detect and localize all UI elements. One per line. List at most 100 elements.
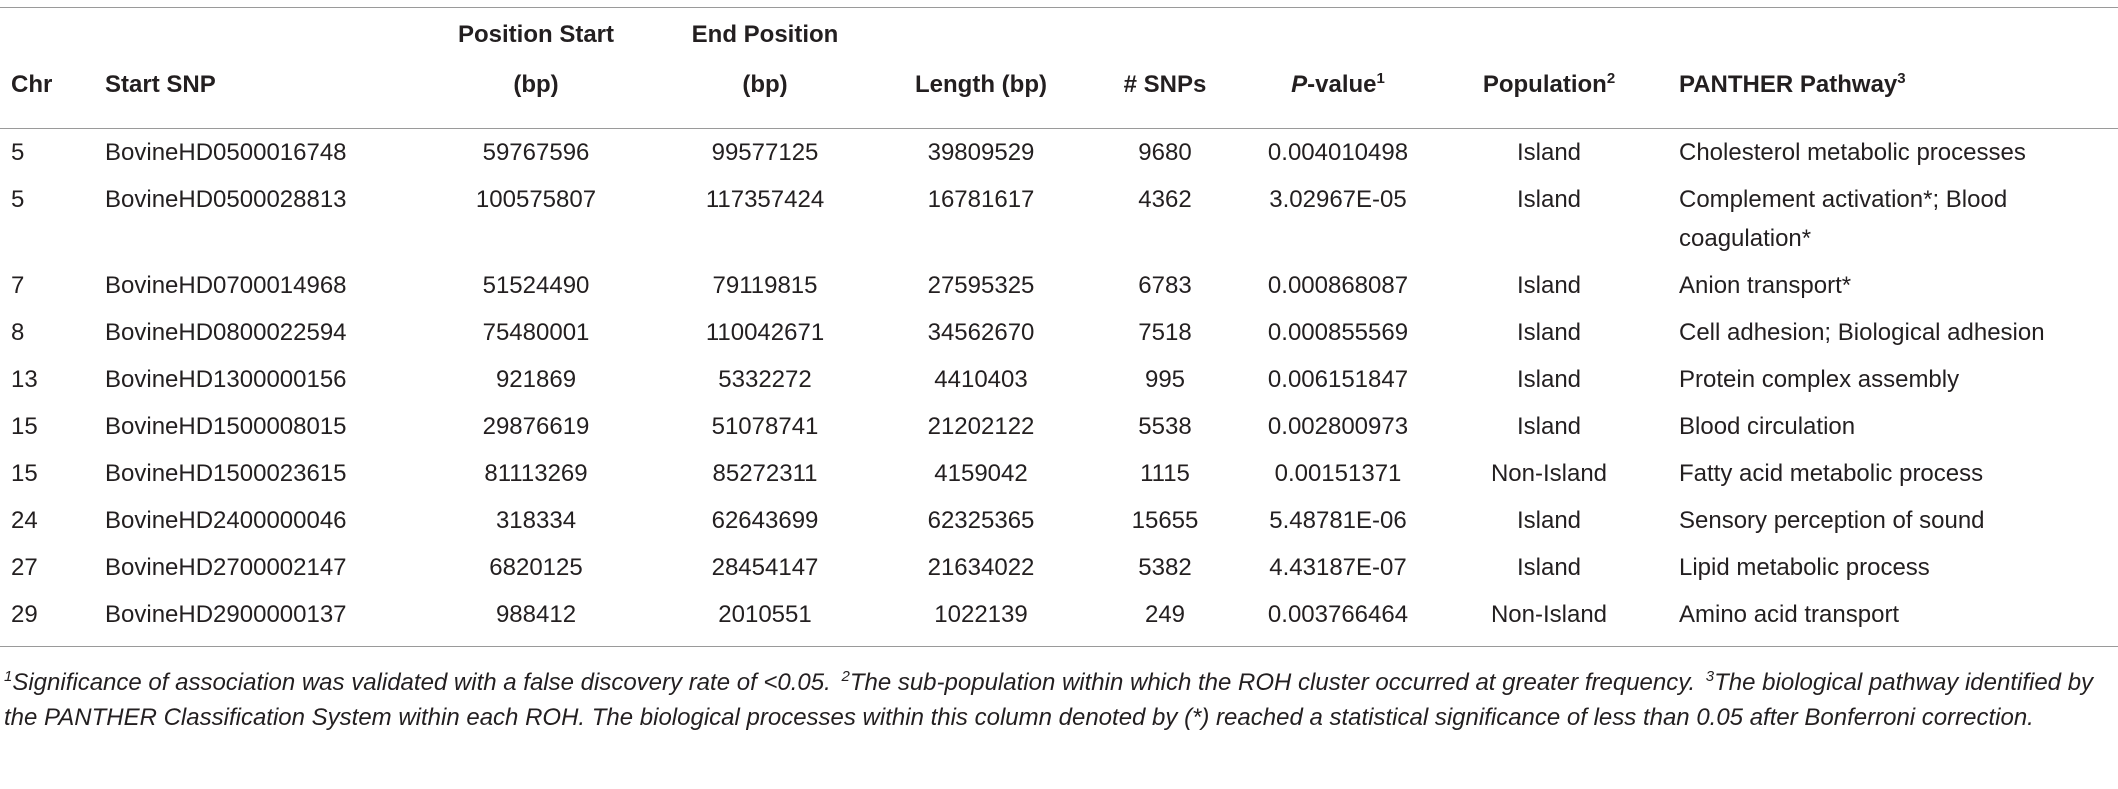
table-cell: 15 xyxy=(11,413,38,440)
footnotes: 1Significance of association was validat… xyxy=(0,647,2118,735)
table-cell: 51524490 xyxy=(482,272,590,299)
table-cell: 59767596 xyxy=(482,139,590,166)
column-header: PANTHER Pathway3 xyxy=(1678,7,2118,129)
table-cell: 5.48781E-06 xyxy=(1269,507,1407,534)
table-cell: 988412 xyxy=(430,591,642,647)
table-cell: 1022139 xyxy=(888,591,1074,647)
header-sup: 2 xyxy=(1606,70,1616,87)
header-row: Chr Start SNP Position Start (bp) End Positi… xyxy=(0,7,2118,129)
table-row: 24 BovineHD2400000046 318334 62643699 623253… xyxy=(0,497,2118,544)
table-row: 13 BovineHD1300000156 921869 5332272 4410403… xyxy=(0,356,2118,403)
table-cell: 27595325 xyxy=(927,272,1035,299)
table-cell: 9680 xyxy=(1138,139,1192,166)
table-cell: BovineHD0500028813 xyxy=(105,186,347,213)
table-row: 7 BovineHD0700014968 51524490 79119815 27595… xyxy=(0,262,2118,309)
footnote-sup: 2 xyxy=(841,668,850,685)
table-cell: 5 xyxy=(11,139,25,166)
table-cell: 13 xyxy=(11,366,38,393)
header-text: End Position xyxy=(691,21,839,48)
table-cell: 75480001 xyxy=(482,319,590,346)
table-cell: 100575807 xyxy=(475,186,597,213)
table-cell: 62325365 xyxy=(927,507,1035,534)
table-body: 5 BovineHD0500016748 59767596 99577125 39809… xyxy=(0,129,2118,647)
table-row: 5 BovineHD0500016748 59767596 99577125 39809… xyxy=(0,129,2118,177)
table-cell: 0.00151371 xyxy=(1274,460,1402,487)
table-cell: Anion transport* xyxy=(1679,272,1852,299)
table-cell: 21634022 xyxy=(927,554,1035,581)
header-sup: 1 xyxy=(1376,70,1385,87)
header-text: Population xyxy=(1482,71,1607,98)
table-cell: 28454147 xyxy=(711,554,819,581)
header-text: PANTHER Pathway xyxy=(1679,71,1898,98)
table-cell: Lipid metabolic process xyxy=(1679,554,1930,581)
table-cell: 117357424 xyxy=(705,186,825,213)
table-cell: 5538 xyxy=(1138,413,1192,440)
table-cell: 62643699 xyxy=(711,507,819,534)
table-cell: 7518 xyxy=(1138,319,1192,346)
table-cell: 34562670 xyxy=(927,319,1035,346)
table-wrap: Chr Start SNP Position Start (bp) End Positi… xyxy=(0,7,2118,735)
table-cell: 2010551 xyxy=(642,591,888,647)
table-cell: Island xyxy=(1516,319,1582,346)
header-italic: P xyxy=(1291,71,1308,98)
table-cell: Island xyxy=(1516,366,1582,393)
table-cell: Non-Island xyxy=(1420,591,1678,647)
table-cell: 29876619 xyxy=(482,413,590,440)
table-cell: BovineHD1300000156 xyxy=(105,366,347,393)
table-cell: 29 xyxy=(0,591,95,647)
header-text: Length (bp) xyxy=(915,71,1047,98)
table-cell: Amino acid transport xyxy=(1678,591,2118,647)
table-cell: Island xyxy=(1516,507,1582,534)
table-cell: BovineHD2700002147 xyxy=(105,554,347,581)
table-cell: 15655 xyxy=(1131,507,1199,534)
table-cell: 110042671 xyxy=(705,319,825,346)
table-cell: 5332272 xyxy=(718,366,812,393)
table-cell: 24 xyxy=(11,507,38,534)
header-sup: 3 xyxy=(1897,70,1906,87)
table-cell: BovineHD1500023615 xyxy=(105,460,347,487)
table-cell: 5382 xyxy=(1138,554,1192,581)
column-header: Position Start (bp) xyxy=(430,7,642,129)
table-cell: 0.003766464 xyxy=(1256,591,1420,647)
header-text: (bp) xyxy=(742,71,788,98)
table-cell: 5 xyxy=(11,186,25,213)
table-cell: 51078741 xyxy=(711,413,819,440)
column-header: # SNPs xyxy=(1074,7,1256,129)
table-cell: 3.02967E-05 xyxy=(1269,186,1407,213)
table-cell: Protein complex assembly xyxy=(1679,366,1960,393)
table-cell: 249 xyxy=(1074,591,1256,647)
table-cell: Island xyxy=(1516,554,1582,581)
table-cell: 4159042 xyxy=(934,460,1028,487)
table-cell: Complement activation*; Blood coagulatio… xyxy=(1679,186,2008,252)
header-text: Chr xyxy=(11,71,53,98)
data-table: Chr Start SNP Position Start (bp) End Positi… xyxy=(0,7,2118,647)
table-cell: BovineHD0700014968 xyxy=(105,272,347,299)
table-cell: BovineHD0500016748 xyxy=(105,139,347,166)
column-header: Population2 xyxy=(1420,7,1678,129)
table-cell: 6820125 xyxy=(489,554,583,581)
table-cell: BovineHD0800022594 xyxy=(105,319,347,346)
table-cell: 4.43187E-07 xyxy=(1269,554,1407,581)
table-cell: 995 xyxy=(1144,366,1186,393)
table-cell: 921869 xyxy=(495,366,577,393)
table-row: 8 BovineHD0800022594 75480001 110042671 3456… xyxy=(0,309,2118,356)
table-cell: 99577125 xyxy=(711,139,819,166)
table-cell: 4362 xyxy=(1138,186,1192,213)
table-cell: BovineHD2400000046 xyxy=(105,507,347,534)
table-cell: Blood circulation xyxy=(1679,413,1856,440)
table-cell: Island xyxy=(1516,186,1582,213)
table-cell: 0.006151847 xyxy=(1267,366,1409,393)
footnote-sup: 1 xyxy=(4,668,13,685)
header-text: (bp) xyxy=(513,71,559,98)
table-row: 5 BovineHD0500028813 100575807 117357424 167… xyxy=(0,176,2118,262)
column-header: End Position (bp) xyxy=(642,7,888,129)
table-cell: 16781617 xyxy=(927,186,1035,213)
table-row: 15 BovineHD1500008015 29876619 51078741 2120… xyxy=(0,403,2118,450)
table-row: 27 BovineHD2700002147 6820125 28454147 21634… xyxy=(0,544,2118,591)
table-cell: 0.002800973 xyxy=(1267,413,1409,440)
table-cell: 27 xyxy=(11,554,38,581)
table-cell: 21202122 xyxy=(927,413,1035,440)
table-cell: 81113269 xyxy=(484,460,588,487)
column-header: Start SNP xyxy=(95,7,430,129)
table-cell: BovineHD2900000137 xyxy=(95,591,430,647)
